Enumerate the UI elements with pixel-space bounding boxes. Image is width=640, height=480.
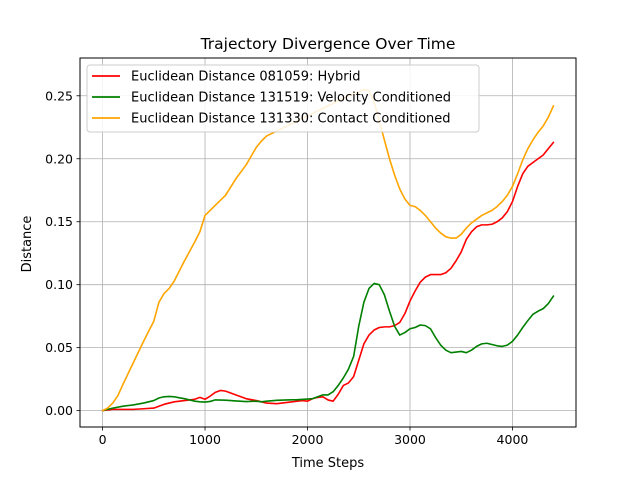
x-tick-label: 3000 xyxy=(394,432,426,447)
y-tick-label: 0.05 xyxy=(45,340,73,355)
axis-ticks: 0 1000 2000 3000 4000 0.00 0.05 0.10 0.15 0.20 0.2… xyxy=(45,88,528,447)
y-axis-label: Distance xyxy=(20,216,35,273)
y-tick-label: 0.25 xyxy=(45,88,73,103)
x-tick-label: 0 xyxy=(99,432,107,447)
x-tick-label: 4000 xyxy=(497,432,529,447)
y-tick-label: 0.00 xyxy=(45,403,73,418)
series-line-hybrid xyxy=(101,141,555,412)
legend-label-hybrid: Euclidean Distance 081059: Hybrid xyxy=(131,70,360,85)
chart-title: Trajectory Divergence Over Time xyxy=(200,35,456,53)
y-tick-label: 0.15 xyxy=(45,214,73,229)
y-tick-label: 0.10 xyxy=(45,277,73,292)
x-tick-label: 1000 xyxy=(189,432,221,447)
x-axis-label: Time Steps xyxy=(291,456,365,471)
series-line-velocity-conditioned xyxy=(101,282,555,412)
x-tick-label: 2000 xyxy=(292,432,324,447)
y-tick-label: 0.20 xyxy=(45,151,73,166)
legend-label-velocity: Euclidean Distance 131519: Velocity Cond… xyxy=(131,91,451,106)
legend: Euclidean Distance 081059: Hybrid Euclid… xyxy=(86,64,480,133)
legend-box xyxy=(86,64,480,133)
plot-frame xyxy=(79,57,577,428)
legend-label-contact: Euclidean Distance 131330: Contact Condi… xyxy=(131,112,451,127)
